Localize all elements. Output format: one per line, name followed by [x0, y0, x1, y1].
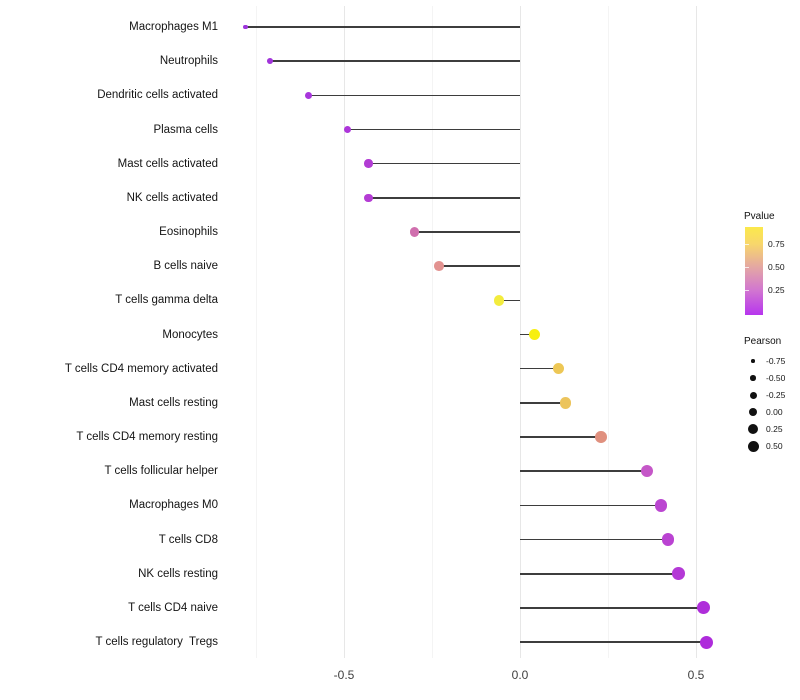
pearson-legend-dot: [748, 424, 758, 434]
x-minor-gridline: [432, 6, 433, 658]
lollipop-dot: [364, 193, 373, 203]
x-major-gridline: [696, 6, 697, 658]
pearson-legend-dot: [747, 440, 759, 452]
pearson-legend-label: -0.25: [766, 390, 786, 400]
lollipop-dot: [654, 499, 668, 512]
category-label: Macrophages M1: [129, 21, 218, 33]
category-label: T cells follicular helper: [104, 465, 218, 478]
lollipop-stem: [308, 94, 520, 97]
lollipop-dot: [640, 465, 653, 478]
pearson-legend-label: 0.50: [766, 441, 783, 451]
category-label: T cells CD8: [158, 533, 218, 546]
pearson-legend-label: 0.00: [766, 407, 783, 417]
lollipop-stem: [368, 162, 520, 165]
lollipop-stem: [498, 299, 520, 302]
pearson-legend-dot: [751, 359, 755, 363]
lollipop-stem: [520, 607, 704, 609]
lollipop-stem: [245, 26, 520, 28]
pvalue-tick-label: 0.50: [768, 262, 785, 273]
category-label: T cells regulatory Tregs: [95, 636, 218, 649]
lollipop-dot: [661, 533, 675, 546]
pvalue-tick-label: 0.25: [768, 285, 785, 295]
lollipop-stem: [520, 436, 601, 438]
category-label: Neutrophils: [159, 55, 218, 68]
lollipop-dot: [700, 635, 714, 649]
category-label: Dendritic cells activated: [97, 89, 218, 102]
category-label: Monocytes: [162, 328, 218, 341]
category-label: Plasma cells: [153, 123, 218, 136]
pvalue-gradient-bar: [745, 227, 763, 315]
lollipop-stem: [520, 572, 679, 575]
lollipop-dot: [493, 295, 505, 306]
pvalue-tick-label: 0.75: [768, 238, 785, 249]
category-label: Eosinophils: [159, 226, 218, 239]
category-label: Mast cells resting: [129, 396, 218, 409]
legend-pvalue-title: Pvalue: [744, 211, 775, 222]
category-label: NK cells activated: [126, 191, 218, 204]
x-tick-label: 0.5: [687, 668, 705, 682]
lollipop-dot: [672, 567, 685, 581]
lollipop-stem: [520, 367, 559, 370]
pearson-legend-label: -0.50: [766, 373, 786, 383]
lollipop-stem: [520, 641, 707, 643]
lollipop-stem: [520, 333, 535, 336]
lollipop-dot: [553, 363, 565, 375]
lollipop-dot: [305, 91, 313, 99]
lollipop-stem: [439, 265, 520, 267]
lollipop-stem: [520, 538, 668, 541]
category-label: T cells CD4 memory resting: [76, 431, 218, 444]
lollipop-dot: [696, 601, 710, 615]
legend-pearson-title: Pearson: [744, 336, 782, 347]
lollipop-dot: [343, 125, 352, 134]
pearson-legend-label: 0.25: [766, 424, 783, 434]
lollipop-stem: [368, 197, 520, 199]
pearson-legend-dot: [748, 407, 758, 417]
lollipop-dot: [267, 58, 273, 65]
lollipop-dot: [560, 397, 572, 409]
lollipop-stem: [520, 402, 566, 404]
pvalue-tick-mark: [745, 290, 749, 291]
x-major-gridline: [344, 6, 345, 658]
lollipop-dot: [595, 431, 607, 443]
category-label: T cells CD4 memory activated: [64, 362, 218, 375]
pearson-legend-dot: [749, 391, 757, 399]
pearson-legend-dot: [750, 375, 756, 381]
x-minor-gridline: [256, 6, 257, 658]
lollipop-dot: [409, 227, 419, 237]
category-label: Macrophages M0: [129, 499, 218, 512]
lollipop-stem: [520, 504, 661, 507]
lollipop-dot: [528, 329, 540, 341]
x-tick-label: 0.0: [511, 668, 529, 682]
lollipop-stem: [520, 470, 647, 472]
category-label: T cells CD4 naive: [128, 601, 218, 614]
lollipop-dot: [243, 24, 248, 30]
category-label: B cells naive: [153, 260, 218, 273]
lollipop-stem: [270, 60, 520, 62]
pvalue-tick-mark: [745, 243, 749, 245]
lollipop-dot: [434, 261, 444, 271]
category-label: T cells gamma delta: [115, 294, 218, 307]
lollipop-dot: [364, 159, 373, 168]
x-minor-gridline: [608, 6, 609, 658]
x-tick-label: -0.5: [333, 668, 355, 682]
pvalue-tick-mark: [745, 267, 749, 269]
x-major-gridline: [520, 6, 521, 658]
category-label: Mast cells activated: [117, 157, 218, 170]
lollipop-stem: [347, 128, 520, 131]
category-label: NK cells resting: [138, 567, 218, 580]
lollipop-stem: [414, 231, 520, 233]
pearson-legend-label: -0.75: [766, 356, 786, 366]
